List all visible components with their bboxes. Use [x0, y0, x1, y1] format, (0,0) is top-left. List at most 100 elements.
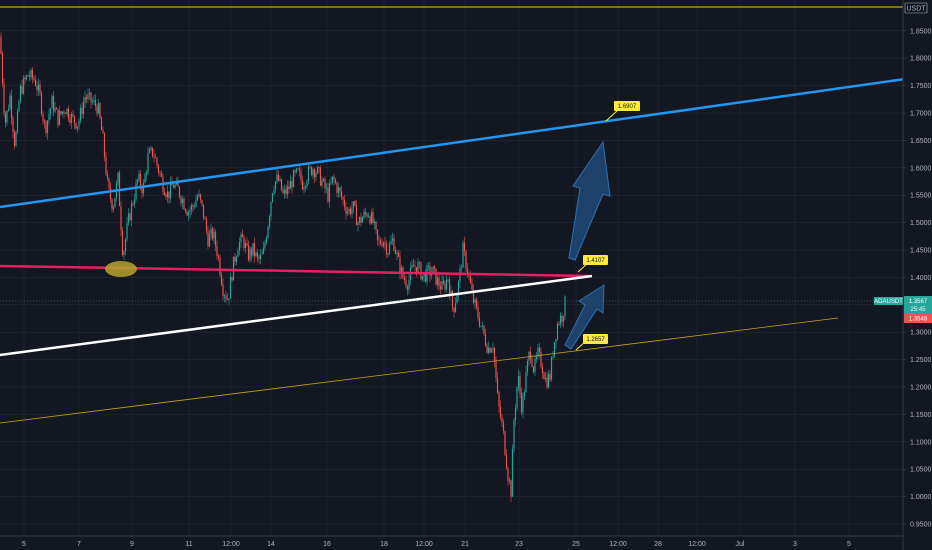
- candle-body: [376, 229, 379, 240]
- candle-body: [292, 170, 295, 188]
- candle-body: [187, 212, 190, 216]
- candle-body: [465, 251, 467, 269]
- annotation-box: [583, 334, 608, 344]
- candle-body: [429, 265, 431, 276]
- candle-body: [82, 102, 85, 115]
- candle-body: [255, 252, 257, 257]
- candle-body: [318, 166, 320, 169]
- magenta-trend-line[interactable]: [0, 264, 591, 278]
- candle-body: [550, 357, 553, 380]
- candle-body: [291, 181, 293, 188]
- candle-body: [298, 168, 301, 172]
- candle-body: [388, 244, 391, 254]
- candle-body: [151, 147, 154, 156]
- candle-body: [316, 166, 319, 174]
- candle-body: [372, 212, 374, 223]
- candle-body: [85, 97, 88, 100]
- candle-body: [297, 168, 299, 170]
- candle-body: [238, 241, 241, 251]
- candle-body: [486, 345, 488, 353]
- candle-body: [322, 178, 325, 181]
- small-up-arrow[interactable]: [564, 284, 605, 350]
- candle-body: [183, 199, 185, 210]
- candle-body: [277, 174, 280, 181]
- candle-body: [286, 186, 289, 195]
- candle-body: [156, 157, 158, 166]
- candle-body: [324, 178, 326, 189]
- candle-body: [520, 392, 523, 413]
- candle-body: [348, 208, 350, 213]
- candle-body: [129, 213, 131, 221]
- candle-body: [27, 75, 29, 77]
- price-axis-panel[interactable]: [903, 0, 932, 550]
- candle-body: [345, 207, 347, 214]
- price-tick-label: 1.0000: [910, 494, 932, 501]
- secondary-price-tag[interactable]: 1.3548: [904, 314, 932, 323]
- candle-body: [48, 114, 50, 121]
- candle-body: [205, 219, 208, 231]
- annotation-1-2657[interactable]: 1.2657: [575, 334, 608, 351]
- currency-badge[interactable]: USDT: [904, 2, 928, 14]
- candle-body: [103, 133, 106, 157]
- candle-body: [228, 298, 230, 300]
- time-tick-label: 12:00: [222, 541, 240, 548]
- candle-body: [198, 194, 200, 197]
- candle-body: [177, 181, 179, 187]
- time-tick-label: 3: [793, 541, 797, 548]
- candle-body: [201, 199, 203, 205]
- candle-body: [475, 299, 478, 307]
- candle-body: [361, 217, 364, 223]
- candle-body: [100, 117, 103, 131]
- gold-trend-line[interactable]: [0, 317, 839, 424]
- price-tick-label: 1.5000: [910, 220, 932, 227]
- candle-body: [313, 169, 316, 178]
- candle-body: [556, 323, 559, 340]
- candle-body: [462, 242, 464, 268]
- price-tick-label: 1.6000: [910, 165, 932, 172]
- candle-body: [226, 298, 229, 300]
- annotation-1-4107[interactable]: 1.4107: [577, 255, 608, 273]
- candle-body: [487, 347, 490, 353]
- candle-body: [208, 234, 211, 247]
- candle-body: [3, 84, 5, 113]
- candle-body: [328, 183, 331, 202]
- candle-body: [256, 252, 259, 257]
- candle-body: [411, 265, 413, 268]
- candle-body: [172, 185, 175, 188]
- candle-body: [493, 347, 496, 362]
- candle-body: [363, 211, 365, 218]
- annotation-label: 1.4107: [586, 258, 605, 264]
- candle-body: [138, 173, 140, 180]
- candle-body: [457, 281, 460, 296]
- price-tick-label: 1.6500: [910, 138, 932, 145]
- symbol-price-tag[interactable]: ADAUSDT: [874, 297, 903, 305]
- candle-body: [366, 213, 368, 217]
- candle-body: [379, 240, 382, 245]
- candle-body: [435, 268, 437, 285]
- support-highlight-ellipse[interactable]: [105, 261, 137, 277]
- white-trend-line[interactable]: [0, 274, 593, 357]
- candle-body: [165, 195, 167, 198]
- candle-body: [471, 283, 473, 290]
- blue-trend-line[interactable]: [0, 77, 906, 209]
- candle-body: [451, 290, 454, 308]
- current-price-tag[interactable]: 1.3567 25:45: [904, 296, 932, 314]
- candle-body: [504, 431, 506, 455]
- candle-body: [232, 256, 235, 281]
- annotation-1-6907[interactable]: 1.6907: [605, 101, 640, 122]
- candle-body: [466, 268, 469, 274]
- large-up-arrow[interactable]: [568, 140, 611, 261]
- time-tick-label: 11: [185, 541, 192, 548]
- candle-body: [225, 295, 227, 299]
- candle-body: [70, 114, 73, 123]
- candle-body: [120, 206, 122, 231]
- candle-body: [1, 53, 4, 85]
- candle-body: [495, 361, 497, 378]
- candle-body: [231, 277, 233, 281]
- candle-body: [127, 213, 130, 224]
- candle-body: [54, 107, 56, 112]
- candle-body: [445, 279, 448, 290]
- candle-body: [295, 168, 298, 173]
- candle-body: [511, 448, 514, 497]
